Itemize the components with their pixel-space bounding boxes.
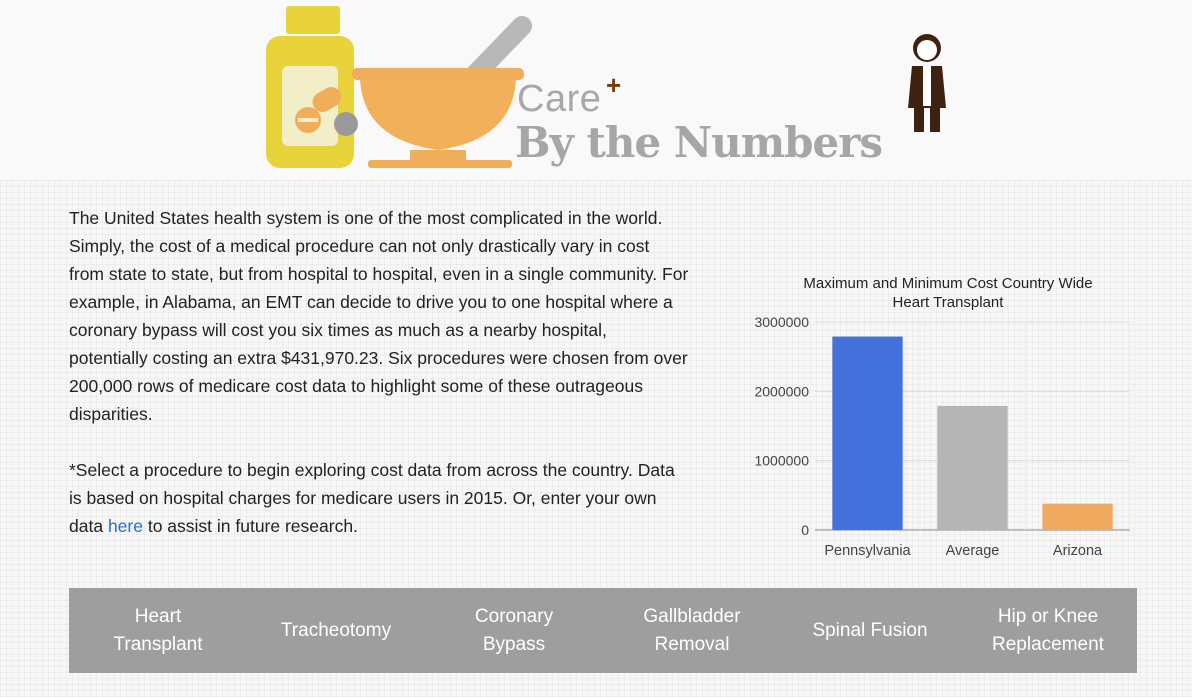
nav-label: Spinal Fusion <box>812 619 928 641</box>
here-link[interactable]: here <box>107 516 143 536</box>
nav-spinal-fusion[interactable]: Spinal Fusion <box>781 617 959 645</box>
x-tick-label: Arizona <box>1053 543 1103 559</box>
intro-text-after-link: to assist in future research. <box>142 516 358 536</box>
nav-label: Heart Transplant <box>113 605 203 655</box>
chart-title-block: Maximum and Minimum Cost Country Wide He… <box>760 274 1136 312</box>
bar <box>1042 503 1113 530</box>
y-tick-label: 1000000 <box>754 453 809 469</box>
nav-hip-knee-replacement[interactable]: Hip or Knee Replacement <box>959 603 1137 659</box>
intro-paragraph: The United States health system is one o… <box>69 208 689 424</box>
logo-care-text: Care <box>517 78 602 120</box>
chart-subtitle: Heart Transplant <box>892 294 1004 311</box>
logo-subtitle: By the Numbers <box>515 118 883 167</box>
nav-label: Gallbladder Removal <box>643 605 741 655</box>
nav-label: Coronary Bypass <box>474 605 554 655</box>
logo: Care + By the Numbers <box>260 0 960 180</box>
intro-paragraph: *Select a procedure to begin exploring c… <box>69 456 689 540</box>
nav-heart-transplant[interactable]: Heart Transplant <box>69 603 247 659</box>
chart-title: Maximum and Minimum Cost Country Wide <box>803 275 1093 292</box>
y-tick-label: 3000000 <box>754 314 809 330</box>
x-tick-label: Pennsylvania <box>824 543 911 559</box>
y-tick-label: 2000000 <box>754 383 809 399</box>
mortar-pestle-icon <box>352 16 532 168</box>
x-tick-label: Average <box>946 543 1000 559</box>
logo-graphics <box>266 6 946 168</box>
logo-plus-text: + <box>606 70 622 100</box>
bar <box>937 405 1008 530</box>
y-tick-label: 0 <box>801 522 809 538</box>
procedure-nav: Heart Transplant Tracheotomy Coronary By… <box>69 588 1137 673</box>
bar-chart: 0 1000000 2000000 3000000 Pennsylvania Averag… <box>754 314 1131 559</box>
bar <box>832 336 903 530</box>
nav-label: Tracheotomy <box>280 619 392 641</box>
intro-text: The United States health system is one o… <box>69 204 689 540</box>
nav-label: Hip or Knee Replacement <box>992 605 1104 655</box>
nav-coronary-bypass[interactable]: Coronary Bypass <box>425 603 603 659</box>
doctor-icon <box>908 34 946 132</box>
intro-text-before-link: *Select a procedure to begin exploring c… <box>69 460 675 536</box>
header: Care + By the Numbers <box>0 0 1192 180</box>
nav-gallbladder-removal[interactable]: Gallbladder Removal <box>603 603 781 659</box>
nav-tracheotomy[interactable]: Tracheotomy <box>247 617 425 645</box>
pill-bottle-icon <box>266 6 358 168</box>
